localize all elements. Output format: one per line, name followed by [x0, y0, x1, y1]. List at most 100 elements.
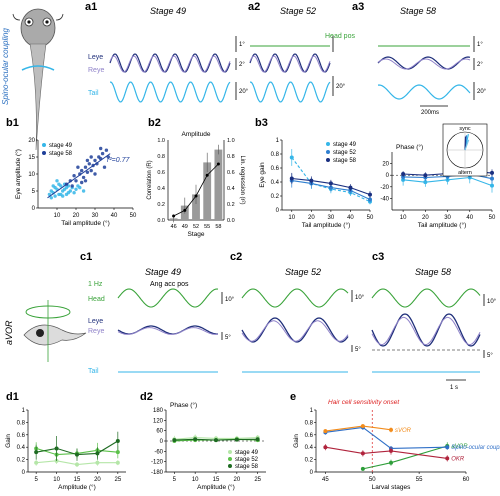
- x-tick-label: 50: [369, 477, 376, 483]
- x-tick-label: 30: [328, 215, 335, 221]
- series-label: sVOR: [395, 428, 412, 434]
- scale-deg-a: 1°: [239, 42, 245, 48]
- panel-label-c3: c3: [372, 251, 384, 263]
- x-tick-label: 58: [215, 224, 221, 230]
- y2-tick-label: 0.6: [227, 170, 235, 176]
- trace-labels-a: Head pos Leye Reye Tail: [88, 33, 355, 97]
- y-axis-label: Eye gain: [259, 162, 266, 188]
- scale-d10c: 10°: [487, 299, 497, 305]
- scatter-point: [74, 187, 78, 191]
- x-axis-label: Larval stages: [372, 484, 411, 491]
- legend-marker: [42, 151, 46, 155]
- y-tick-label: 0.8: [157, 154, 165, 160]
- bar: [203, 162, 212, 220]
- y-tick-label: 0: [310, 470, 314, 476]
- reye-trace: [241, 320, 349, 342]
- data-point: [490, 183, 494, 188]
- polar-label-bottom: altern: [458, 170, 472, 176]
- stage-49-title-c: Stage 49: [145, 267, 181, 277]
- y-tick-label: -180: [151, 470, 164, 476]
- x-tick-label: 20: [233, 477, 240, 483]
- legend-marker: [228, 457, 232, 461]
- x-tick-label: 52: [193, 224, 199, 230]
- data-point: [234, 437, 239, 442]
- series-line: [325, 425, 392, 432]
- x-tick-label: 30: [444, 215, 451, 221]
- x-tick-label: 40: [347, 215, 354, 221]
- y-tick-label: 0: [160, 439, 164, 445]
- y-tick-label: 0.4: [305, 445, 314, 451]
- x-tick-label: 20: [308, 215, 315, 221]
- y-tick-label: 0.4: [157, 186, 165, 192]
- chart-b3-gain: 0 0.2 0.4 0.6 0.8 1 10 20 30 40 50 Tail amplitude (…: [259, 138, 374, 229]
- chart-e: 0 0.2 0.4 0.6 0.8 1 45 50 55 60 Larval stages Gain a…: [293, 408, 500, 491]
- line-point: [183, 208, 187, 212]
- chart-title: Phase (°): [396, 143, 423, 151]
- data-point: [75, 452, 79, 457]
- y-tick-label: 10: [28, 172, 35, 178]
- panel-label-b3: b3: [255, 117, 268, 129]
- legend-label: stage 58: [235, 464, 259, 470]
- y-tick-label: 60: [156, 429, 163, 435]
- x-tick-label: 25: [114, 477, 121, 483]
- y-tick-label: 0.2: [17, 458, 26, 464]
- line-point: [216, 162, 220, 166]
- x-tick-label: 20: [73, 213, 80, 219]
- data-point: [360, 451, 365, 456]
- series-label: Spino-ocular coupling: [451, 445, 500, 451]
- y-tick-label: 0.4: [17, 445, 26, 451]
- scale-bars-a: [235, 36, 475, 107]
- y-tick-label: 0.6: [157, 170, 165, 176]
- data-point: [323, 445, 328, 450]
- scale-deg-f: 2°: [477, 62, 483, 68]
- chart-title: Amplitude: [182, 131, 211, 138]
- x-axis-label: Tail amplitude (°): [418, 221, 466, 229]
- leye-trace: [249, 53, 331, 73]
- data-point: [328, 181, 333, 186]
- polar-label-top: sync: [459, 126, 471, 132]
- data-point: [34, 460, 39, 465]
- x-tick-label: 10: [54, 213, 61, 219]
- reye-trace: [249, 55, 331, 73]
- scatter-point: [80, 180, 84, 185]
- x-axis-label: Tail amplitude (°): [302, 221, 350, 229]
- scatter-point: [59, 192, 63, 197]
- data-point: [115, 450, 120, 455]
- y-tick-label: 1: [22, 408, 26, 414]
- legend-label: stage 49: [49, 143, 73, 149]
- y-tick-label: 0: [276, 208, 280, 214]
- series-label: aVOR: [451, 444, 468, 450]
- tail-trace: [377, 84, 471, 100]
- reye-trace: [371, 316, 481, 346]
- scatter-point: [89, 155, 93, 159]
- y-axis-label: Gain: [5, 434, 12, 448]
- scale-d5b: 5°: [355, 347, 361, 353]
- panel-label-d1: d1: [6, 391, 19, 403]
- scatter-point: [53, 194, 57, 198]
- head-trace: [371, 288, 481, 308]
- y-tick-label: 15: [28, 155, 35, 161]
- legend-label: stage 58: [333, 158, 357, 164]
- chart-b1: 0 5 10 15 20 10 20 30 40 50 Tail amplitude (°) Eye …: [14, 138, 137, 227]
- tail-label-c: Tail: [88, 368, 99, 375]
- scatter-point: [93, 158, 97, 163]
- y-tick-label: 0.2: [271, 194, 280, 200]
- data-point: [115, 439, 120, 443]
- reye-trace: [109, 55, 231, 73]
- scatter-point: [51, 184, 55, 188]
- data-point: [34, 450, 39, 455]
- x-tick-label: 50: [367, 215, 374, 221]
- tail-label-a: Tail: [88, 90, 99, 97]
- reye-label-c: Reye: [88, 328, 104, 335]
- scatter-point: [49, 196, 53, 200]
- scale-bars-c: [221, 290, 485, 381]
- reye-trace: [117, 327, 219, 335]
- x-tick-label: 30: [92, 213, 99, 219]
- scale-time-c: 1 s: [450, 385, 458, 391]
- x-tick-label: 5: [34, 477, 38, 483]
- panel-label-a3: a3: [352, 1, 364, 13]
- series-label: OKR: [451, 456, 465, 462]
- legend-marker: [42, 143, 46, 147]
- y2-tick-label: 0.2: [227, 202, 235, 208]
- stage-58-title-a: Stage 58: [400, 6, 436, 16]
